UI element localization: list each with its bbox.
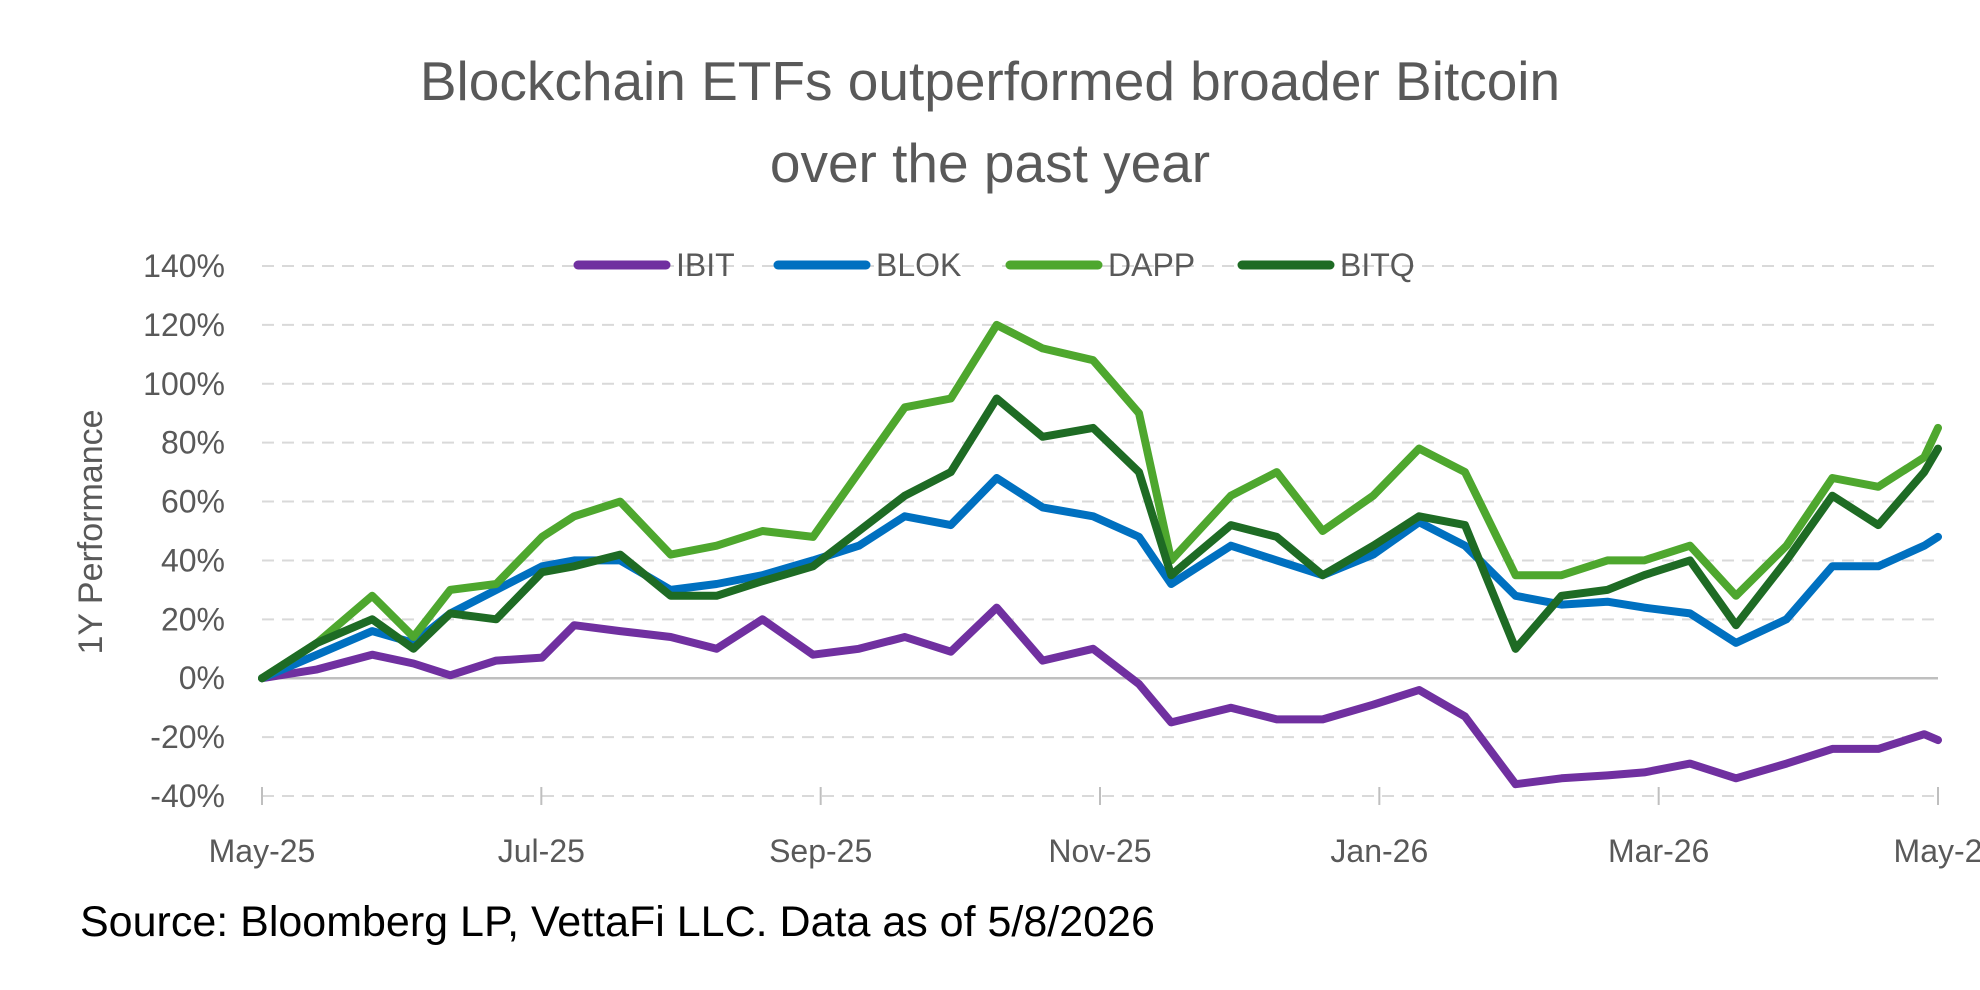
- x-axis-ticks: May-25 Jul-25 Sep-25 Nov-25 Jan-26 Mar-26 May-…: [209, 787, 1980, 869]
- series-line-bitq: [258, 394, 1942, 683]
- gridlines: [262, 265, 1938, 797]
- x-tick-label: May-25: [209, 833, 316, 869]
- x-tick-label: Sep-25: [769, 833, 872, 869]
- y-tick-label: 40%: [161, 542, 225, 578]
- source-note: Source: Bloomberg LP, VettaFi LLC. Data …: [80, 898, 1155, 946]
- chart-title-line-1: Blockchain ETFs outperformed broader Bit…: [419, 50, 1561, 112]
- series-line-blok: [258, 474, 1942, 683]
- y-tick-label: 80%: [161, 425, 225, 461]
- y-axis-label: 1Y Performance: [72, 409, 110, 654]
- legend-label-bitq: BITQ: [1340, 247, 1415, 283]
- series-line-ibit: [258, 603, 1942, 789]
- x-tick-label: Nov-25: [1048, 833, 1151, 869]
- y-tick-label: -40%: [150, 778, 225, 814]
- y-tick-label: 100%: [143, 366, 225, 402]
- y-tick-label: 60%: [161, 484, 225, 520]
- y-tick-label: 120%: [143, 307, 225, 343]
- x-tick-label: Mar-26: [1608, 833, 1709, 869]
- x-tick-label: Jan-26: [1330, 833, 1428, 869]
- y-tick-label: 20%: [161, 601, 225, 637]
- chart-title: Blockchain ETFs outperformed broader Bit…: [0, 40, 1980, 204]
- series-lines: [258, 320, 1942, 789]
- x-tick-label: May-2: [1894, 833, 1980, 869]
- y-tick-label: 0%: [179, 660, 225, 696]
- y-tick-label: 140%: [143, 248, 225, 284]
- chart-title-line-2: over the past year: [769, 132, 1211, 194]
- legend: IBIT BLOK DAPP BITQ: [573, 247, 1415, 283]
- legend-label-dapp: DAPP: [1108, 247, 1195, 283]
- x-tick-label: Jul-25: [498, 833, 585, 869]
- legend-label-ibit: IBIT: [676, 247, 735, 283]
- series-line-dapp: [258, 320, 1942, 683]
- y-axis-ticks: 140% 120% 100% 80% 60% 40% 20% 0% -20% -40%: [143, 248, 225, 814]
- y-tick-label: -20%: [150, 719, 225, 755]
- legend-label-blok: BLOK: [876, 247, 961, 283]
